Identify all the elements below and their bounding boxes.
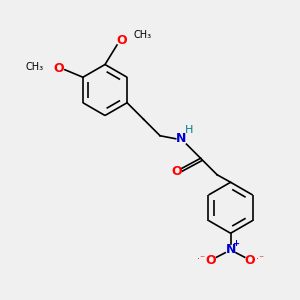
Text: ·⁻: ·⁻ — [197, 254, 205, 264]
Text: CH₃: CH₃ — [26, 62, 44, 72]
Text: N: N — [176, 132, 186, 145]
Text: O: O — [206, 254, 216, 267]
Text: +: + — [232, 239, 239, 248]
Text: O: O — [54, 62, 64, 75]
Text: O: O — [171, 165, 182, 178]
Text: ·⁻: ·⁻ — [256, 254, 264, 264]
Text: O: O — [245, 254, 255, 267]
Text: N: N — [225, 243, 236, 256]
Text: CH₃: CH₃ — [134, 29, 152, 40]
Text: H: H — [185, 125, 194, 135]
Text: O: O — [116, 34, 127, 47]
